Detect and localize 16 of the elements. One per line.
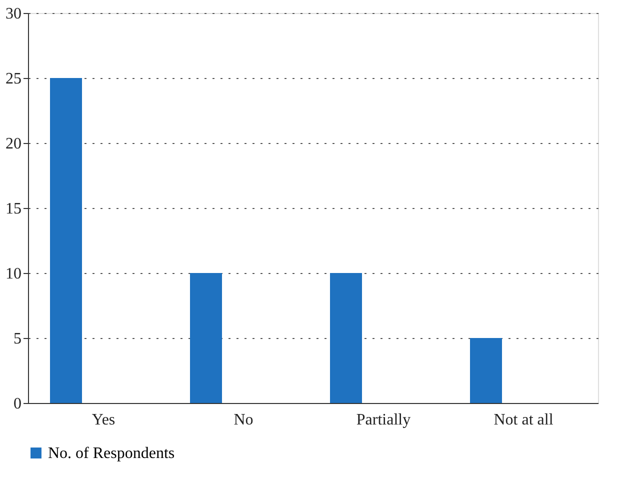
x-tick-label: No	[234, 412, 254, 428]
y-tick-label: 5	[14, 330, 22, 348]
x-tick-label: Partially	[356, 412, 411, 428]
y-tick-label: 25	[6, 70, 22, 88]
y-tick-label: 30	[6, 6, 22, 22]
bar	[330, 273, 362, 403]
y-tick-label: 10	[6, 266, 22, 282]
legend-label: No. of Respondents	[48, 445, 175, 462]
y-tick-label: 20	[6, 136, 22, 152]
bar	[190, 273, 222, 403]
y-tick-label: 15	[6, 200, 22, 218]
x-tick-label: Yes	[92, 412, 116, 428]
x-tick-label: Not at all	[494, 412, 554, 428]
y-tick-label: 0	[14, 396, 22, 412]
bar	[50, 78, 82, 403]
bar	[470, 338, 502, 403]
